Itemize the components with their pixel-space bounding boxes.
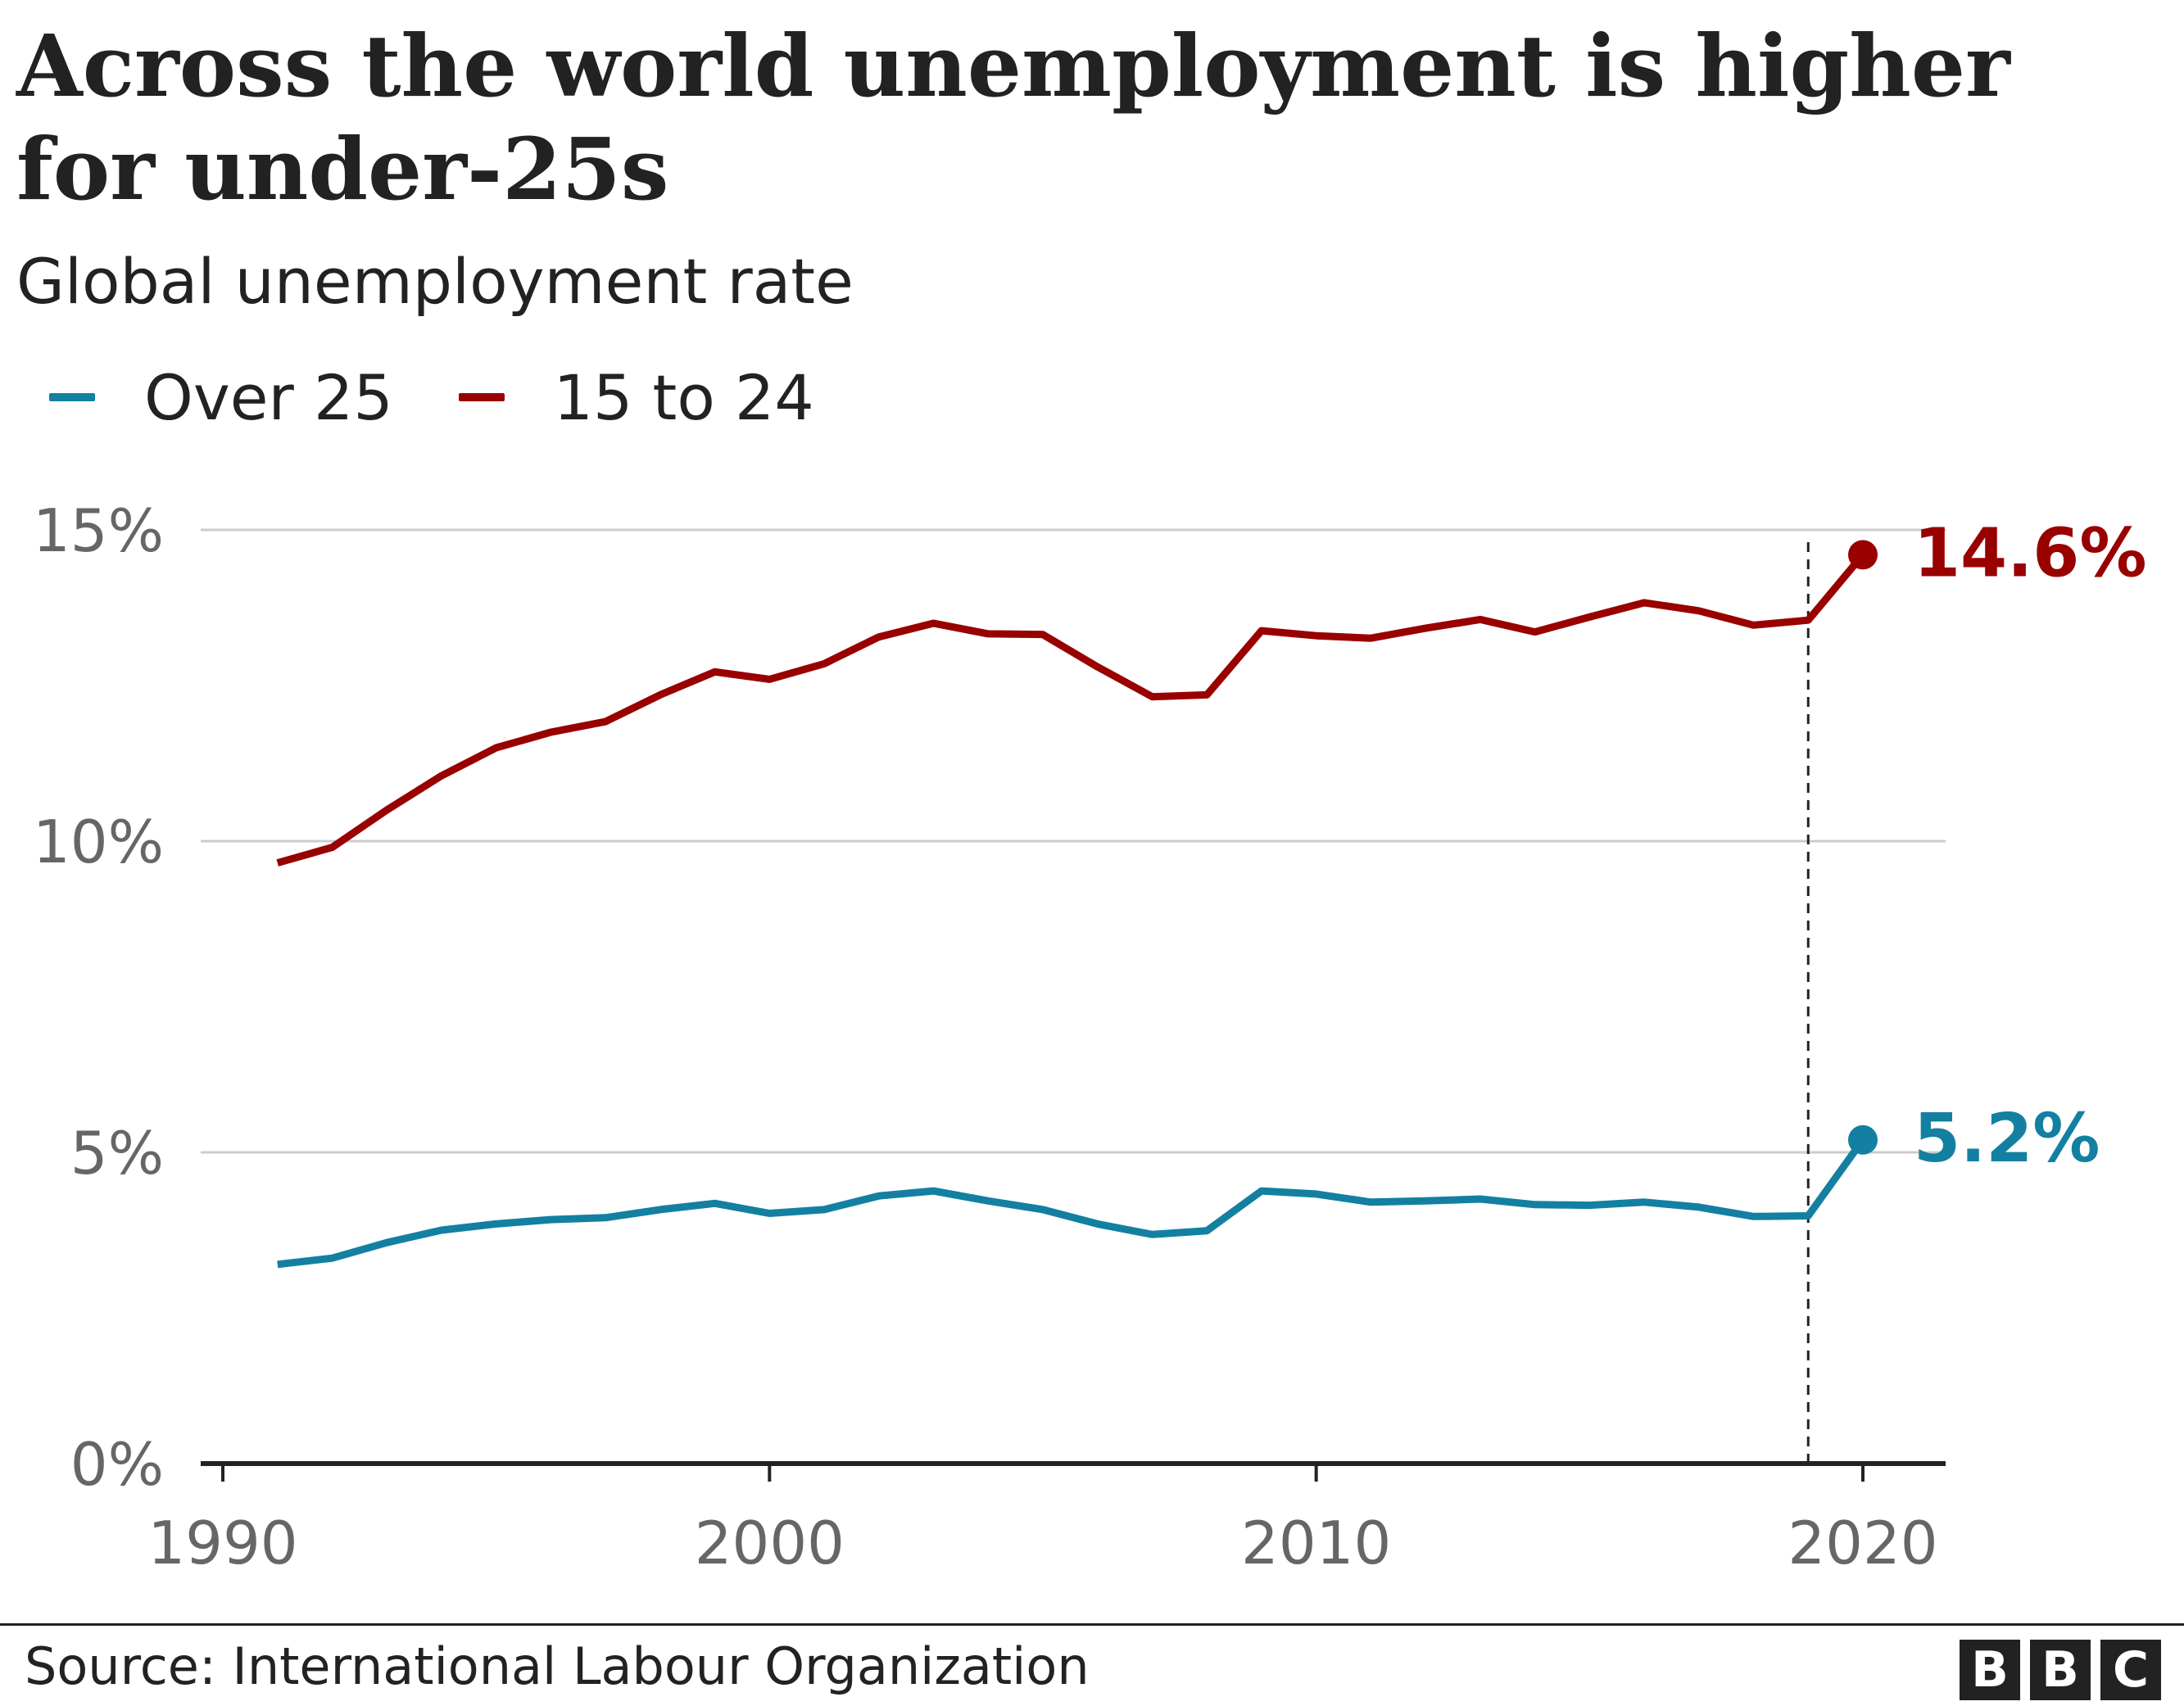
footer-divider bbox=[0, 1623, 2184, 1626]
y-tick-label: 10% bbox=[33, 808, 164, 876]
series-line bbox=[277, 1138, 1866, 1269]
series-end-point bbox=[1848, 1125, 1878, 1155]
legend-item-15-to-24: 15 to 24 bbox=[458, 360, 814, 434]
gridlines bbox=[201, 528, 1946, 1154]
legend-label-over-25: Over 25 bbox=[144, 360, 393, 434]
series-layer bbox=[276, 540, 1878, 1269]
y-tick-label: 15% bbox=[33, 496, 164, 565]
x-tick-label: 2020 bbox=[1788, 1509, 1937, 1577]
x-tick-label: 1990 bbox=[147, 1509, 297, 1577]
y-tick-label: 0% bbox=[70, 1430, 164, 1499]
legend-swatch-15-to-24 bbox=[458, 393, 505, 401]
legend-label-15-to-24: 15 to 24 bbox=[553, 360, 814, 434]
x-tick-label: 2010 bbox=[1241, 1509, 1391, 1577]
series-end-label: 5.2% bbox=[1914, 1100, 2100, 1178]
series-end-label: 14.6% bbox=[1914, 514, 2146, 592]
bbc-logo-letter: B bbox=[1960, 1640, 2020, 1700]
bbc-logo: B B C bbox=[1950, 1640, 2161, 1700]
y-tick-label: 5% bbox=[70, 1119, 164, 1188]
end-labels: 5.2% 14.6% bbox=[1914, 514, 2146, 1177]
series-end-point bbox=[1848, 540, 1878, 570]
x-tick-label: 2000 bbox=[695, 1509, 845, 1577]
legend-swatch-over-25 bbox=[49, 393, 95, 401]
x-axis: 1990 2000 2010 2020 bbox=[147, 1461, 1946, 1577]
legend: Over 25 15 to 24 bbox=[49, 360, 880, 434]
y-axis-tick-labels: 0% 5% 10% 15% bbox=[33, 496, 164, 1499]
bbc-logo-letter: C bbox=[2100, 1640, 2161, 1700]
chart-subtitle: Global unemployment rate bbox=[16, 245, 854, 318]
chart-title: Across the world unemployment is higher … bbox=[16, 16, 2010, 219]
legend-item-over-25: Over 25 bbox=[49, 361, 393, 434]
bbc-logo-letter: B bbox=[2030, 1640, 2091, 1700]
series-line bbox=[276, 552, 1866, 867]
source-note: Source: International Labour Organizatio… bbox=[25, 1636, 1090, 1696]
